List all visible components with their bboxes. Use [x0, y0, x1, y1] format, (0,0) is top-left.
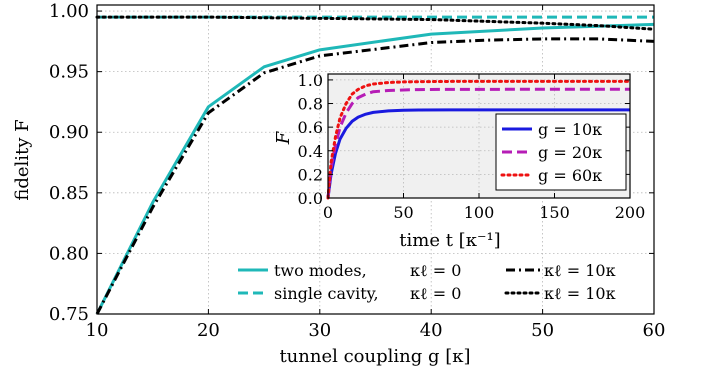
main-x-tick-label: 10: [86, 320, 109, 341]
inset-series-1-line: [326, 87, 630, 199]
inset-series-0-line: [326, 108, 630, 199]
inset-series-2-line: [326, 79, 632, 200]
inset-plot: 0 50 100 150 200 0.0 0.2 0.4 0.6 0.8 1.0 time t [κ…: [273, 71, 645, 251]
main-y-tick-label: 1.00: [49, 1, 89, 22]
main-legend: two modes, κℓ = 0 single cavity, κℓ = 0 …: [238, 261, 616, 303]
legend-label-dashdot: κℓ = 10κ: [544, 261, 616, 280]
legend-label-single-cavity: single cavity,: [274, 284, 379, 303]
main-y-tick-label: 0.75: [49, 304, 89, 325]
inset-x-axis-label: time t [κ⁻¹]: [399, 230, 500, 251]
inset-legend-label-g10: g = 10κ: [538, 120, 602, 139]
inset-y-tick-label: 1.0: [298, 71, 323, 90]
inset-series: [326, 79, 632, 200]
legend-kappa-two-modes: κℓ = 0: [410, 261, 461, 280]
inset-legend-label-g60: g = 60κ: [538, 166, 602, 185]
main-series-3-line: [95, 15, 656, 31]
main-y-tick-label: 0.95: [49, 62, 89, 83]
inset-y-tick-label: 0.0: [298, 189, 323, 208]
main-y-tick-label: 0.80: [49, 243, 89, 264]
main-x-tick-label: 40: [420, 320, 443, 341]
main-series-2-line: [95, 37, 655, 315]
inset-x-tick-label: 150: [539, 203, 570, 222]
inset-legend-box: [495, 113, 627, 191]
main-x-axis-label: tunnel coupling g [κ]: [279, 346, 470, 367]
main-x-tick-label: 30: [308, 320, 331, 341]
legend-kappa-single-cavity: κℓ = 0: [410, 284, 461, 303]
inset-x-tick-label: 50: [393, 203, 413, 222]
inset-x-tick-label: 0: [323, 203, 333, 222]
main-plot-frame: [96, 4, 655, 315]
legend-label-two-modes: two modes,: [274, 261, 367, 280]
main-y-tick-label: 0.85: [49, 183, 89, 204]
inset-y-tick-label: 0.6: [298, 118, 323, 137]
inset-y-tick-label: 0.4: [298, 142, 323, 161]
legend-label-dotted: κℓ = 10κ: [544, 284, 616, 303]
main-x-tick-label: 50: [531, 320, 554, 341]
main-x-tick-label: 20: [197, 320, 220, 341]
main-y-tick-label: 0.90: [49, 122, 89, 143]
main-x-tick-label: 60: [643, 320, 666, 341]
main-series: [95, 15, 656, 315]
inset-grid: [328, 74, 630, 198]
inset-x-tick-label: 200: [615, 203, 646, 222]
inset-y-tick-label: 0.8: [298, 95, 323, 114]
main-series-0-line: [95, 22, 655, 315]
inset-legend-label-g20: g = 20κ: [538, 143, 602, 162]
inset-y-tick-label: 0.2: [298, 165, 323, 184]
inset-y-axis-label: F: [273, 130, 294, 145]
inset-legend: g = 10κ g = 20κ g = 60κ: [495, 113, 627, 191]
inset-x-tick-label: 100: [464, 203, 495, 222]
main-y-axis-label: fidelity F: [12, 119, 33, 200]
inset-ticks: 0 50 100 150 200 0.0 0.2 0.4 0.6 0.8 1.0: [298, 71, 646, 222]
main-ticks: 10 20 30 40 50 600.750.800.850.900.951.00: [49, 1, 666, 341]
